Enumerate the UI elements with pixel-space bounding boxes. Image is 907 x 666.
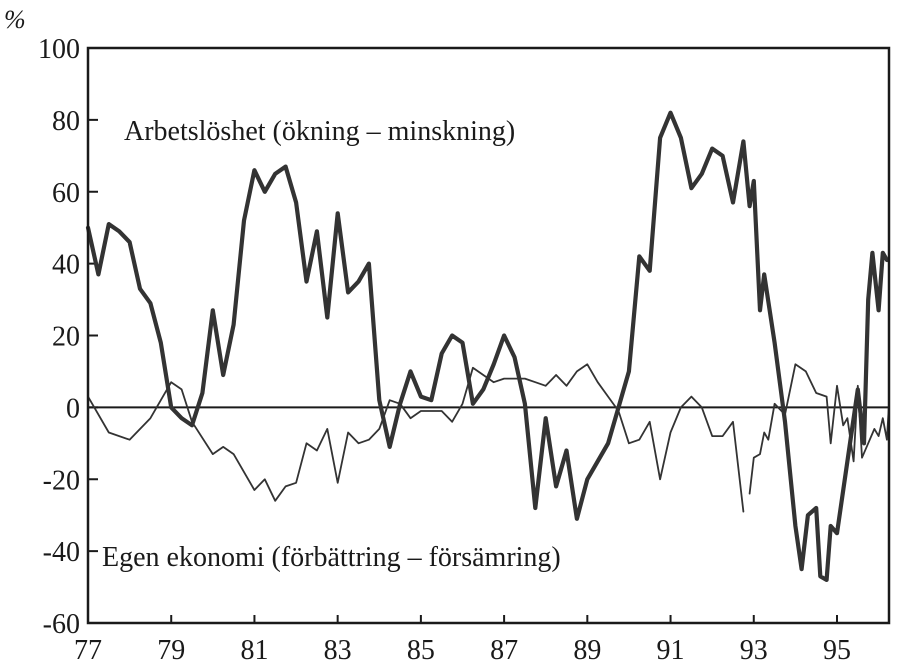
x-tick-label: 85: [407, 635, 435, 666]
y-unit-label: %: [4, 5, 26, 34]
x-tick-label: 89: [573, 635, 601, 666]
x-tick-label: 93: [740, 635, 768, 666]
x-tick-label: 95: [823, 635, 851, 666]
series-layer: [85, 110, 890, 582]
x-tick-label: 77: [74, 635, 102, 666]
x-tick-label: 79: [157, 635, 185, 666]
x-axis: 77 79 81 83 85 87 89 91 93 95: [74, 615, 851, 666]
y-tick-label: -60: [43, 609, 80, 640]
x-tick-label: 81: [240, 635, 268, 666]
x-tick-label: 87: [490, 635, 518, 666]
y-tick-label: -20: [43, 465, 80, 496]
series-label-arbetsloshet: Arbetslöshet (ökning – minskning): [124, 116, 515, 147]
y-tick-label: 100: [38, 34, 80, 65]
y-tick-label: -40: [43, 537, 80, 568]
y-tick-label: 0: [66, 393, 80, 424]
series-label-egen-ekonomi: Egen ekonomi (förbättring – försämring): [102, 542, 561, 573]
y-tick-label: 80: [52, 106, 80, 137]
x-tick-label: 83: [324, 635, 352, 666]
x-tick-label: 91: [657, 635, 685, 666]
egen-ekonomi-line-segment-0: [87, 363, 745, 513]
plot-frame: [86, 46, 891, 625]
y-tick-label: 20: [52, 322, 80, 353]
y-tick-label: 40: [52, 250, 80, 281]
arbetsloshet-line: [85, 110, 889, 582]
y-tick-label: 60: [52, 178, 80, 209]
y-axis: 100 80 60 40 20 0 -20 -40 -60: [38, 34, 98, 640]
egen-ekonomi-line-segment-1: [748, 363, 890, 495]
